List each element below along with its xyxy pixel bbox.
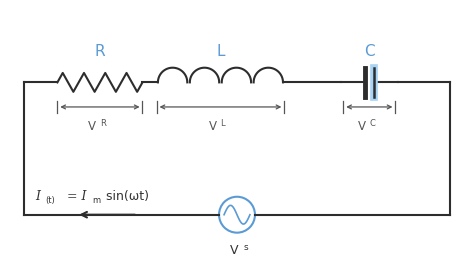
Text: s: s [243, 243, 248, 252]
Text: V: V [230, 244, 239, 257]
Text: L: L [216, 44, 225, 59]
Text: V: V [357, 120, 365, 133]
Text: V: V [88, 120, 96, 133]
Text: sin(ωt): sin(ωt) [102, 190, 149, 203]
Text: L: L [220, 119, 225, 128]
Text: V: V [209, 120, 217, 133]
Text: C: C [369, 119, 375, 128]
Text: m: m [92, 196, 100, 205]
Text: I: I [35, 190, 40, 203]
Text: R: R [95, 44, 105, 59]
Text: (t): (t) [45, 196, 55, 205]
Text: = I: = I [63, 190, 87, 203]
Text: C: C [364, 44, 374, 59]
Text: R: R [100, 119, 106, 128]
